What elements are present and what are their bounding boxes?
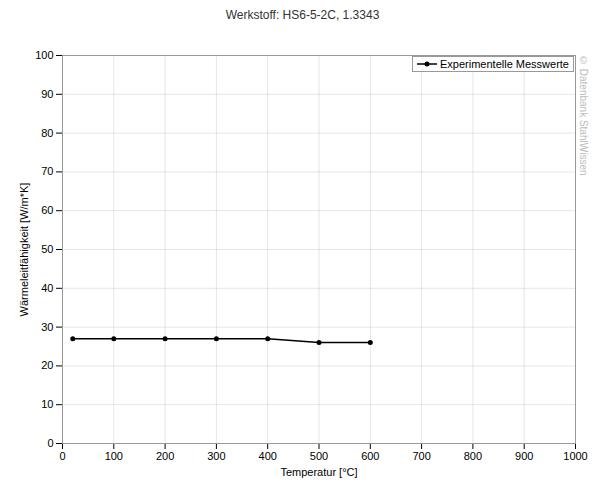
svg-text:1000: 1000 [563,450,587,462]
svg-text:10: 10 [41,398,53,410]
svg-text:400: 400 [259,450,277,462]
svg-text:800: 800 [464,450,482,462]
svg-text:20: 20 [41,359,53,371]
svg-text:60: 60 [41,204,53,216]
html-text:Experimentelle Messwerte: Experimentelle Messwerte [440,58,569,70]
svg-text:Wärmeleitfähigkeit [W/m*K]: Wärmeleitfähigkeit [W/m*K] [18,183,30,317]
svg-text:900: 900 [515,450,533,462]
svg-text:200: 200 [156,450,174,462]
svg-text:0: 0 [59,450,65,462]
svg-text:100: 100 [105,450,123,462]
svg-text:70: 70 [41,165,53,177]
svg-text:500: 500 [310,450,328,462]
svg-text:80: 80 [41,127,53,139]
svg-text:0: 0 [47,437,53,449]
svg-text:Temperatur [°C]: Temperatur [°C] [280,466,357,478]
svg-text:700: 700 [412,450,430,462]
svg-text:40: 40 [41,282,53,294]
svg-text:30: 30 [41,321,53,333]
svg-text:100: 100 [35,49,53,61]
svg-text:600: 600 [361,450,379,462]
svg-text:50: 50 [41,243,53,255]
svg-text:90: 90 [41,88,53,100]
html-text:© Datenbank StahlWissen: © Datenbank StahlWissen [578,55,589,176]
html-text:Werkstoff: HS6-5-2C, 1.3343: Werkstoff: HS6-5-2C, 1.3343 [225,8,380,22]
svg-text:300: 300 [207,450,225,462]
